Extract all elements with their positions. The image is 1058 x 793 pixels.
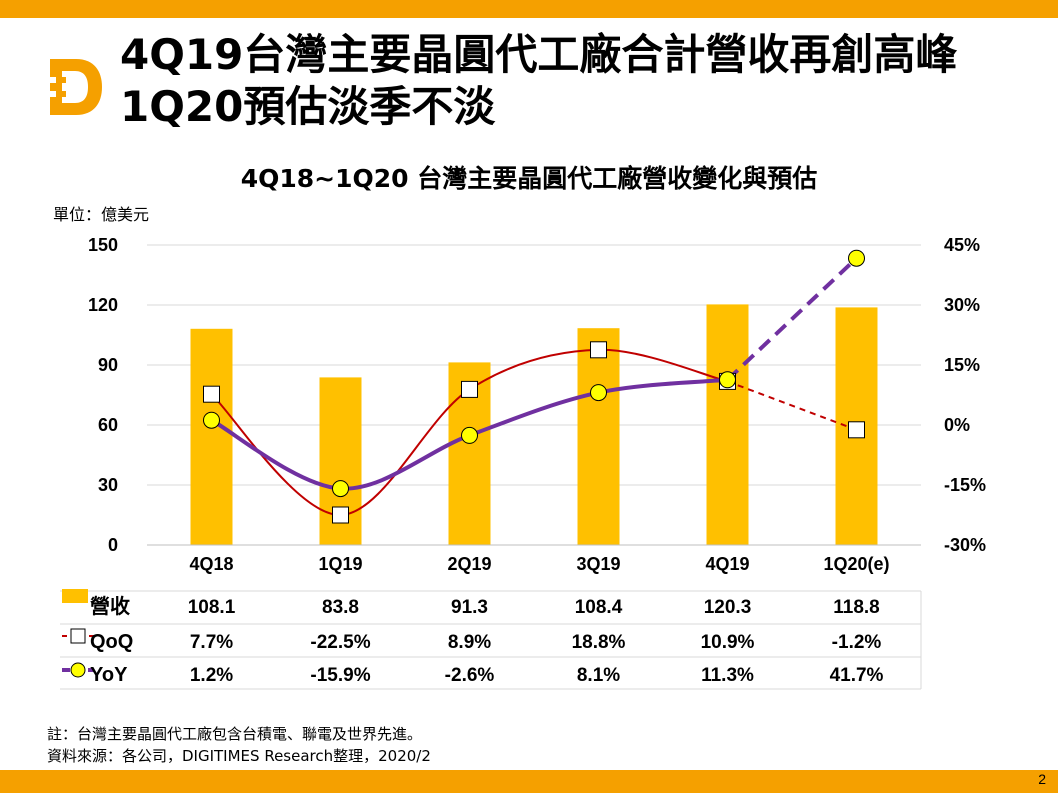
table-cell-value: -2.6%	[445, 665, 495, 686]
table-cell-value: -22.5%	[310, 632, 370, 653]
digitimes-logo-icon	[46, 59, 102, 115]
x-category-label: 2Q19	[447, 554, 491, 574]
yoy-point	[332, 480, 349, 498]
legend-label-qoq: QoQ	[90, 631, 133, 653]
x-category-label: 1Q19	[318, 554, 362, 574]
x-category-label: 4Q18	[189, 554, 233, 574]
bottom-accent-band	[0, 770, 1058, 793]
yoy-estimate-line	[726, 256, 858, 382]
table-cell-value: 1.2%	[190, 665, 233, 686]
x-category-label: 4Q19	[705, 554, 749, 574]
footnote-source: 資料來源：各公司，DIGITIMES Research整理，2020/2	[47, 747, 431, 765]
x-category-label: 3Q19	[576, 554, 620, 574]
y-left-tick-label: 30	[98, 475, 118, 495]
table-cell-value: -1.2%	[832, 632, 882, 653]
footnotes: 註：台灣主要晶圓代工廠包含台積電、聯電及世界先進。 資料來源：各公司，DIGIT…	[47, 723, 431, 767]
footnote-note: 註：台灣主要晶圓代工廠包含台積電、聯電及世界先進。	[47, 725, 423, 743]
y-left-tick-label: 120	[88, 295, 118, 315]
x-category-label: 1Q20(e)	[823, 554, 889, 574]
y-left-tick-label: 0	[108, 535, 118, 555]
table-cell-value: 41.7%	[830, 665, 884, 686]
y-right-tick-label: 45%	[944, 235, 980, 255]
qoq-point	[461, 380, 478, 398]
y-right-tick-label: 30%	[944, 295, 980, 315]
y-left-tick-label: 90	[98, 355, 118, 375]
qoq-point	[203, 385, 220, 403]
qoq-point	[332, 506, 349, 524]
legend-key-qoq-marker	[70, 628, 86, 644]
page-number: 2	[1038, 771, 1046, 787]
revenue-bar	[706, 304, 749, 545]
y-right-tick-label: -30%	[944, 535, 986, 555]
table-cell-value: 18.8%	[572, 632, 626, 653]
revenue-bar	[190, 328, 233, 545]
qoq-estimate-line	[727, 380, 857, 431]
table-cell-value: 91.3	[451, 597, 488, 618]
qoq-point	[590, 341, 607, 359]
y-right-tick-label: -15%	[944, 475, 986, 495]
legend-label-revenue: 營收	[90, 594, 130, 618]
chart-title: 4Q18~1Q20 台灣主要晶圓代工廠營收變化與預估	[240, 164, 818, 193]
page-title-line1: 4Q19台灣主要晶圓代工廠合計營收再創高峰	[120, 30, 958, 79]
table-cell-value: 8.9%	[448, 632, 491, 653]
legend-key-revenue	[62, 589, 88, 603]
yoy-point	[848, 249, 865, 267]
table-cell-value: 83.8	[322, 597, 359, 618]
legend-key-yoy-marker	[70, 662, 86, 678]
top-accent-band	[0, 0, 1058, 18]
y-right-tick-label: 0%	[944, 415, 970, 435]
unit-label: 單位：億美元	[53, 205, 150, 224]
table-cell-value: 10.9%	[701, 632, 755, 653]
qoq-line	[210, 348, 728, 517]
y-left-tick-label: 60	[98, 415, 118, 435]
table-cell-value: 108.4	[575, 597, 623, 618]
legend-label-yoy: YoY	[90, 664, 128, 686]
table-cell-value: 7.7%	[190, 632, 233, 653]
revenue-bar	[577, 328, 620, 545]
page-title-line2: 1Q20預估淡季不淡	[120, 82, 496, 131]
table-cell-value: -15.9%	[310, 665, 370, 686]
table-cell-value: 108.1	[188, 597, 236, 618]
table-cell-value: 118.8	[833, 597, 880, 618]
qoq-point	[848, 421, 865, 439]
y-left-tick-label: 150	[88, 235, 118, 255]
yoy-point	[203, 411, 220, 429]
yoy-point	[719, 371, 736, 389]
page-title: 4Q19台灣主要晶圓代工廠合計營收再創高峰 1Q20預估淡季不淡	[120, 30, 957, 134]
yoy-point	[461, 426, 478, 444]
table-cell-value: 11.3%	[701, 665, 754, 686]
table-cell-value: 8.1%	[577, 665, 620, 686]
table-cell-value: 120.3	[704, 597, 752, 618]
yoy-point	[590, 384, 607, 402]
y-right-tick-label: 15%	[944, 355, 980, 375]
